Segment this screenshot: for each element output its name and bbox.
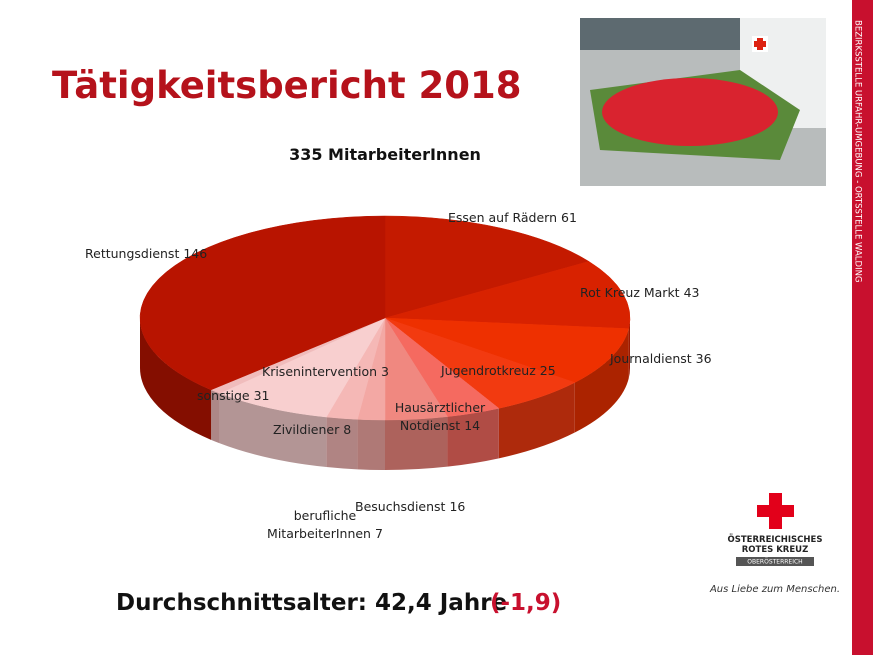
- sidebar-text: BEZIRKSSTELLE URFAHR-UMGEBUNG - ORTSSTEL…: [853, 20, 863, 283]
- slice-label-value: 43: [684, 285, 700, 300]
- slice-label-name: berufliche: [294, 508, 357, 523]
- logo-name: ÖSTERREICHISCHES: [728, 534, 823, 545]
- slice-label-name: Rettungsdienst: [85, 246, 179, 261]
- photo: [580, 18, 826, 186]
- slogan: Aus Liebe zum Menschen.: [709, 584, 840, 595]
- labels: Essen auf Rädern 61 Rot Kreuz Markt 43 Journ…: [85, 210, 712, 541]
- slice-label-value: 14: [464, 418, 480, 433]
- slice-label-name: Zivildiener: [273, 422, 340, 437]
- slice-label-name: Hausärztlicher: [395, 400, 486, 415]
- slice-side: [498, 382, 575, 459]
- slice: [384, 215, 590, 319]
- logo-name: ROTES KREUZ: [742, 545, 808, 555]
- slice-label: Jugendrotkreuz 25: [440, 363, 556, 378]
- slice-side: [140, 318, 212, 440]
- slice-label-name: Essen auf Rädern: [448, 210, 557, 225]
- logo-region: OBERÖSTERREICH: [747, 559, 802, 566]
- slice-side: [574, 328, 629, 433]
- slice-side: [447, 408, 499, 467]
- slice-label-value: 16: [449, 499, 465, 514]
- slice-label-value: 7: [375, 526, 383, 541]
- slice-label: Rot Kreuz Markt 43: [580, 285, 700, 300]
- slice-label-name: Besuchsdienst: [355, 499, 446, 514]
- slice-label-value: 25: [540, 363, 556, 378]
- slice: [218, 317, 386, 418]
- slice-side: [211, 389, 220, 444]
- slice-label-name: sonstige: [197, 388, 250, 403]
- pie: [139, 215, 631, 471]
- slice: [139, 215, 386, 391]
- slice-side: [357, 419, 385, 471]
- slice-side: [385, 416, 448, 470]
- slice-label: Essen auf Rädern 61: [448, 210, 577, 225]
- slice-label: berufliche MitarbeiterInnen 7: [267, 508, 383, 541]
- slice-label-name: Krisenintervention: [262, 364, 377, 379]
- slice-label-value: 36: [696, 351, 712, 366]
- slice: [384, 317, 629, 383]
- sidebar: [852, 0, 873, 655]
- slice-label: Hausärztlicher Notdienst 14: [395, 400, 486, 433]
- slice-label-name: MitarbeiterInnen: [267, 526, 371, 541]
- slice-label-value: 146: [183, 246, 207, 261]
- slice-label: Journaldienst 36: [609, 351, 712, 366]
- slice-label-value: 3: [381, 364, 389, 379]
- chart-title: 335 MitarbeiterInnen: [289, 145, 481, 164]
- slice-side: [326, 417, 358, 470]
- slice-label-name: Journaldienst: [609, 351, 692, 366]
- slice: [384, 261, 631, 329]
- slice-label-name: Jugendrotkreuz: [440, 363, 536, 378]
- slice-label-value: 31: [254, 388, 270, 403]
- slice-label: Besuchsdienst 16: [355, 499, 465, 514]
- slice-label: sonstige 31: [197, 388, 270, 403]
- slice-side: [219, 393, 327, 468]
- slide-title: Tätigkeitsbericht 2018: [52, 64, 522, 107]
- logo: ÖSTERREICHISCHES ROTES KREUZ OBERÖSTERRE…: [709, 493, 840, 595]
- slice-label-name: Rot Kreuz Markt: [580, 285, 680, 300]
- average-age: Durchschnittsalter: 42,4 Jahre: [116, 590, 507, 616]
- slice-label: Rettungsdienst 146: [85, 246, 207, 261]
- slice-label-value: 8: [343, 422, 351, 437]
- slice-label: Zivildiener 8: [273, 422, 351, 437]
- slice-label: Krisenintervention 3: [262, 364, 389, 379]
- age-change: (-1,9): [490, 590, 561, 616]
- slice-side: [628, 318, 630, 379]
- slice-label-value: 61: [561, 210, 577, 225]
- slice-label-name: Notdienst: [400, 418, 460, 433]
